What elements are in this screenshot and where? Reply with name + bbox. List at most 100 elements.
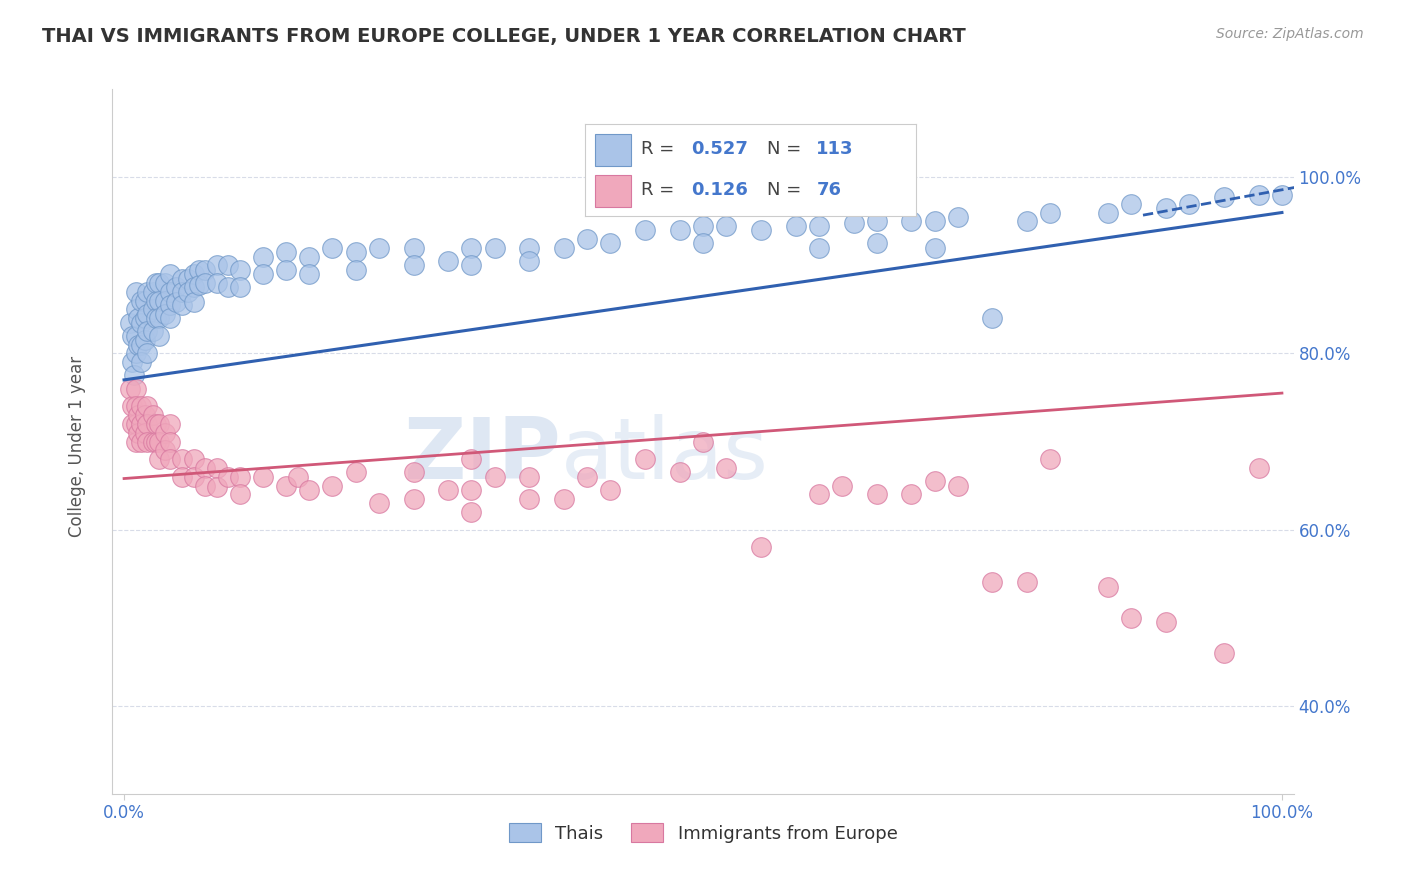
Point (136, 399, 159, 413)
Point (900, 487, 922, 501)
Point (131, 355, 153, 369)
Point (946, 478, 969, 492)
Point (981, 311, 1004, 326)
Point (634, 452, 657, 467)
Point (153, 307, 176, 321)
Point (634, 223, 657, 237)
Point (183, 280, 205, 294)
Point (183, 295, 205, 310)
Point (194, 276, 217, 290)
Point (517, 469, 540, 483)
Point (866, 236, 889, 251)
Point (460, 452, 482, 467)
Point (229, 280, 252, 294)
Point (194, 461, 217, 475)
Point (183, 267, 205, 281)
Point (145, 434, 167, 449)
Point (153, 276, 176, 290)
Point (142, 285, 165, 299)
Point (460, 483, 482, 497)
Point (142, 408, 165, 422)
Point (194, 478, 217, 492)
Point (460, 241, 482, 255)
Point (1039, 205, 1062, 219)
Point (807, 487, 830, 501)
Point (807, 219, 830, 233)
Point (831, 478, 853, 492)
Point (553, 241, 575, 255)
Point (165, 280, 187, 294)
Point (460, 505, 482, 519)
Point (1247, 187, 1270, 202)
Point (205, 276, 228, 290)
Point (124, 346, 146, 360)
Point (124, 368, 146, 383)
Point (276, 262, 298, 277)
Legend: Thais, Immigrants from Europe: Thais, Immigrants from Europe (499, 814, 907, 852)
Point (402, 491, 425, 506)
Point (170, 285, 193, 299)
Point (900, 214, 922, 228)
Point (1017, 214, 1039, 228)
Point (669, 466, 692, 480)
Point (484, 241, 506, 255)
Point (252, 250, 274, 264)
Point (692, 219, 714, 233)
Point (188, 262, 211, 277)
Point (402, 258, 425, 272)
Point (159, 311, 181, 326)
Point (1039, 452, 1062, 467)
Point (229, 487, 252, 501)
Point (165, 295, 187, 310)
Point (367, 241, 389, 255)
Point (124, 434, 146, 449)
Point (785, 219, 807, 233)
Point (188, 277, 211, 292)
Point (599, 483, 621, 497)
Point (121, 417, 143, 431)
Point (981, 575, 1004, 590)
Point (159, 298, 181, 312)
Point (692, 236, 714, 251)
Point (142, 434, 165, 449)
Point (1213, 189, 1236, 203)
Point (517, 491, 540, 506)
Point (148, 311, 170, 326)
Point (1017, 575, 1039, 590)
Point (124, 302, 146, 317)
Point (142, 325, 165, 339)
Point (134, 408, 156, 422)
Point (127, 408, 149, 422)
Point (136, 417, 159, 431)
Point (145, 311, 167, 326)
Point (484, 469, 506, 483)
Text: atlas: atlas (561, 414, 769, 497)
Point (159, 267, 181, 281)
Point (145, 293, 167, 308)
Point (134, 425, 156, 440)
Point (134, 293, 156, 308)
Text: College, Under 1 year: College, Under 1 year (69, 355, 86, 537)
Point (1154, 615, 1177, 629)
Point (252, 469, 274, 483)
Point (1097, 580, 1119, 594)
Point (205, 480, 228, 494)
Point (127, 337, 149, 351)
Point (136, 434, 159, 449)
Point (148, 434, 170, 449)
Point (124, 399, 146, 413)
Point (217, 469, 239, 483)
Point (749, 540, 772, 554)
Point (148, 452, 170, 467)
Point (344, 262, 367, 277)
Point (714, 219, 737, 233)
Point (437, 254, 460, 268)
Point (170, 469, 193, 483)
Text: THAI VS IMMIGRANTS FROM EUROPE COLLEGE, UNDER 1 YEAR CORRELATION CHART: THAI VS IMMIGRANTS FROM EUROPE COLLEGE, … (42, 27, 966, 45)
Point (866, 487, 889, 501)
Point (153, 443, 176, 458)
Point (229, 262, 252, 277)
Point (127, 425, 149, 440)
Point (127, 311, 149, 326)
Point (692, 434, 714, 449)
